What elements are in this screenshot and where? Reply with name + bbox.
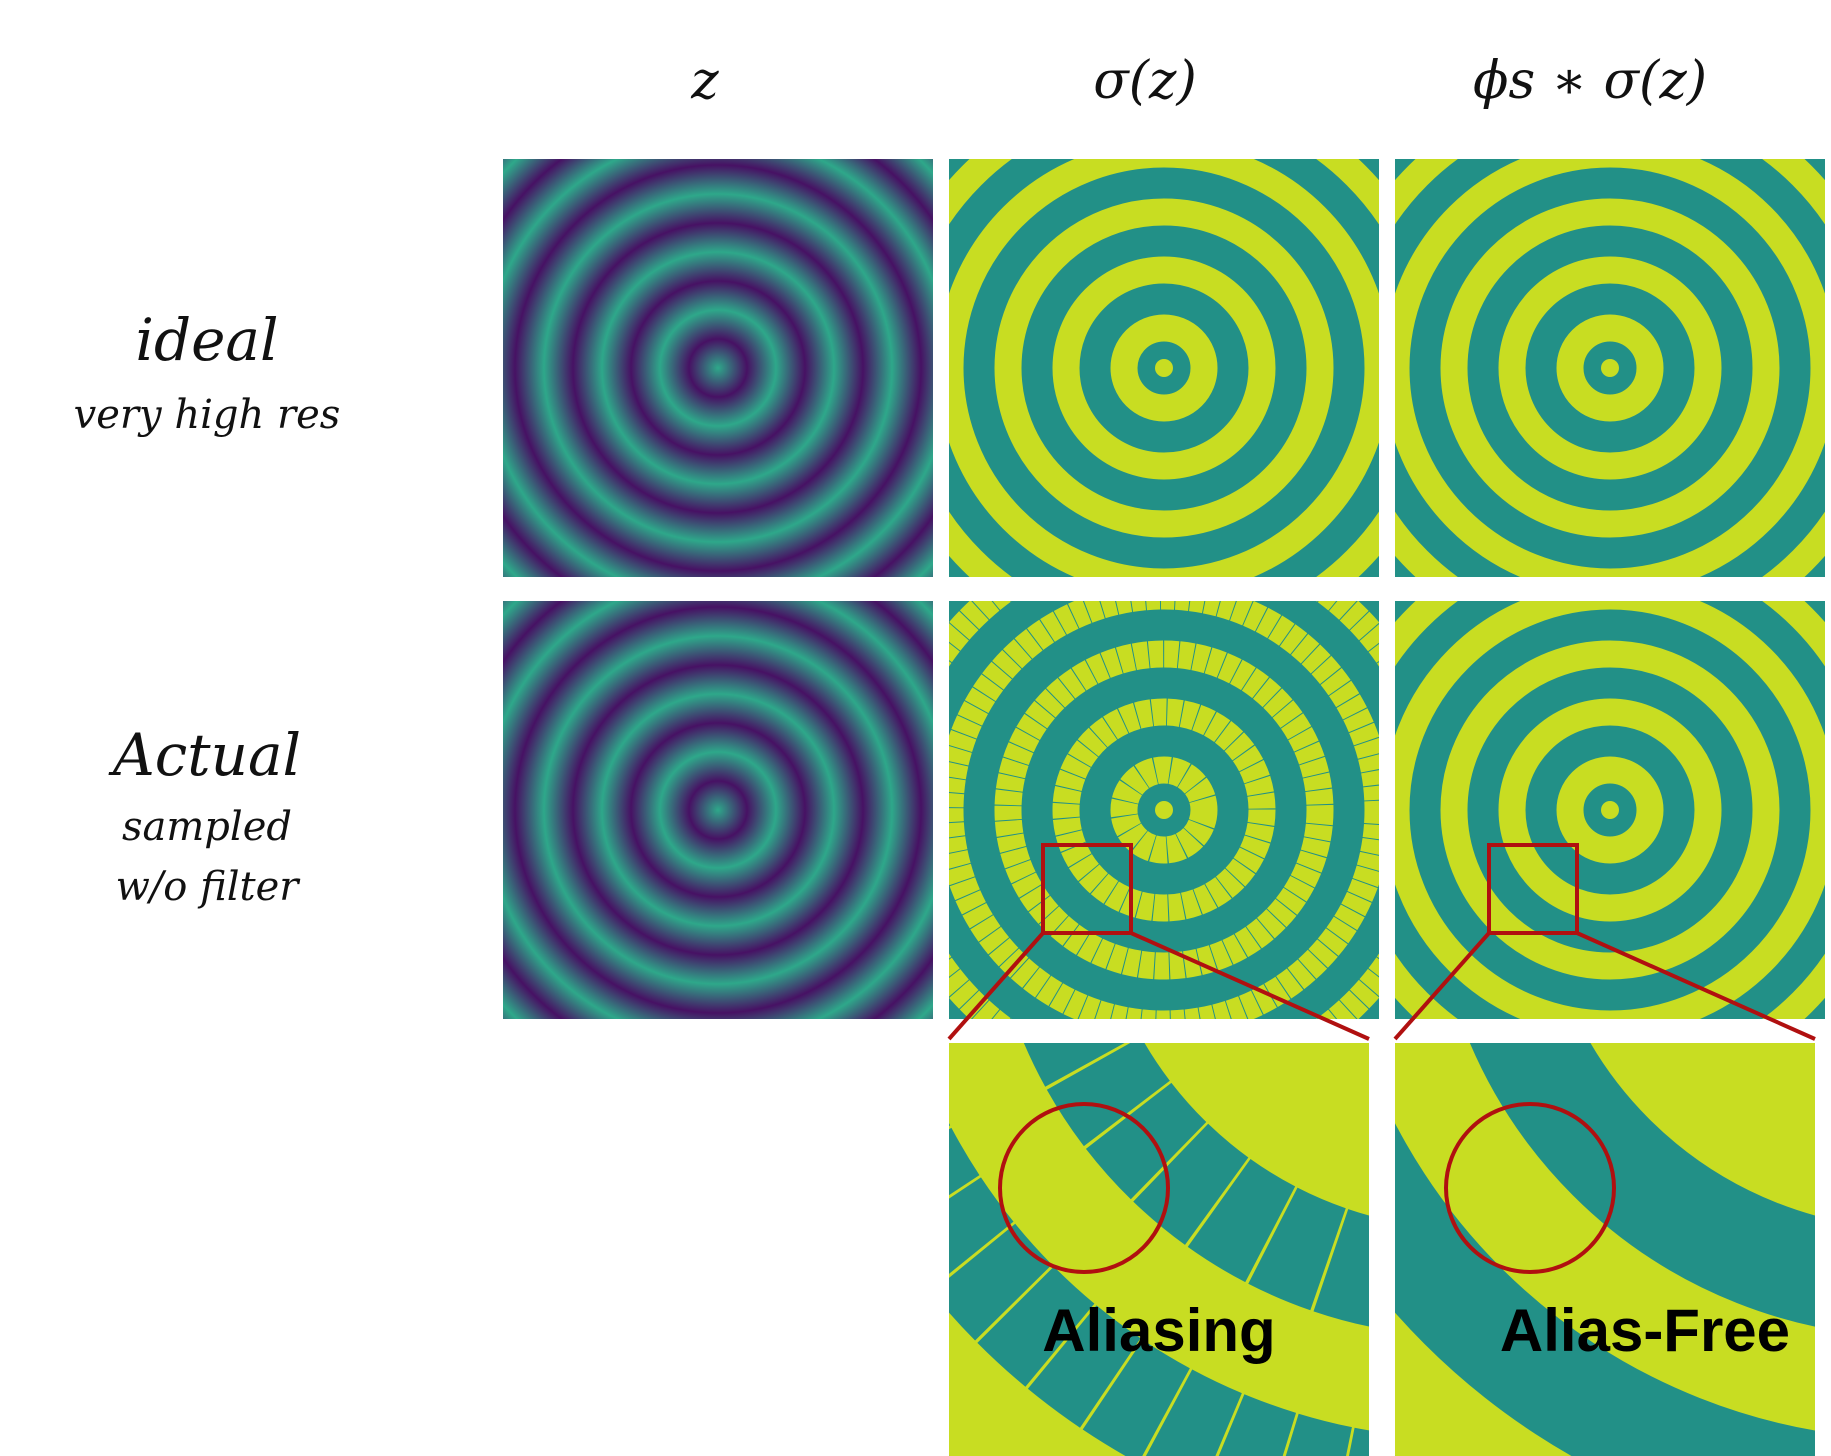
connector-left-alias-free: [1393, 931, 1491, 1041]
zoom-label-aliasing: Aliasing: [1042, 1297, 1275, 1364]
highlight-circle-alias-free: [1444, 1102, 1616, 1274]
ring: [1556, 314, 1664, 422]
zoom-panel-aliasing: Aliasing: [949, 1043, 1369, 1456]
ring: [1110, 756, 1218, 864]
ring: [1498, 698, 1722, 922]
ring: [1440, 198, 1780, 538]
ring: [994, 198, 1334, 538]
connector-left-aliasing: [947, 931, 1045, 1041]
column-header-z: z: [690, 51, 719, 111]
row-title-ideal: ideal: [135, 306, 278, 374]
ring-center-dot: [1155, 359, 1173, 377]
row-subtitle-ideal: very high res: [74, 392, 341, 438]
column-header-filtered-sigma: ϕs ∗ σ(z): [1473, 51, 1707, 111]
ring-center-dot: [1601, 359, 1619, 377]
ring: [1395, 159, 1825, 577]
panel-ideal-filtered: [1395, 159, 1825, 577]
highlight-circle-aliasing: [998, 1102, 1170, 1274]
panel-actual-z: [503, 601, 933, 1019]
ring: [994, 640, 1334, 980]
row-subtitle-actual-2: w/o filter: [116, 864, 302, 910]
panel-ideal-z: [503, 159, 933, 577]
zoom-panel-alias-free: Alias-Free: [1395, 1043, 1815, 1456]
ring: [1440, 640, 1780, 980]
ring: [949, 159, 1379, 577]
row-title-actual: Actual: [108, 721, 301, 789]
ring: [1052, 256, 1276, 480]
panel-actual-filtered: [1395, 601, 1825, 1019]
column-header-sigma: σ(z): [1093, 51, 1196, 111]
ring: [1498, 256, 1722, 480]
row-labels: ideal very high res Actual sampled w/o f…: [74, 306, 341, 910]
ring: [1395, 601, 1825, 1019]
ring: [1110, 314, 1218, 422]
column-headers: z σ(z) ϕs ∗ σ(z): [690, 51, 1707, 111]
ring: [1556, 756, 1664, 864]
ring: [1052, 698, 1276, 922]
ring: [949, 601, 1379, 1019]
ring-center-dot: [1601, 801, 1619, 819]
zoom-box-aliasing: [1041, 843, 1133, 935]
row-subtitle-actual-1: sampled: [122, 804, 292, 850]
zoom-connectors: [947, 931, 1816, 1041]
connector-right-alias-free: [1576, 931, 1816, 1041]
panel-ideal-sigma: [949, 159, 1379, 577]
zoom-label-alias-free: Alias-Free: [1500, 1297, 1790, 1364]
ring-center-dot: [1155, 801, 1173, 819]
zoom-box-alias-free: [1487, 843, 1579, 935]
connector-right-aliasing: [1130, 931, 1370, 1041]
